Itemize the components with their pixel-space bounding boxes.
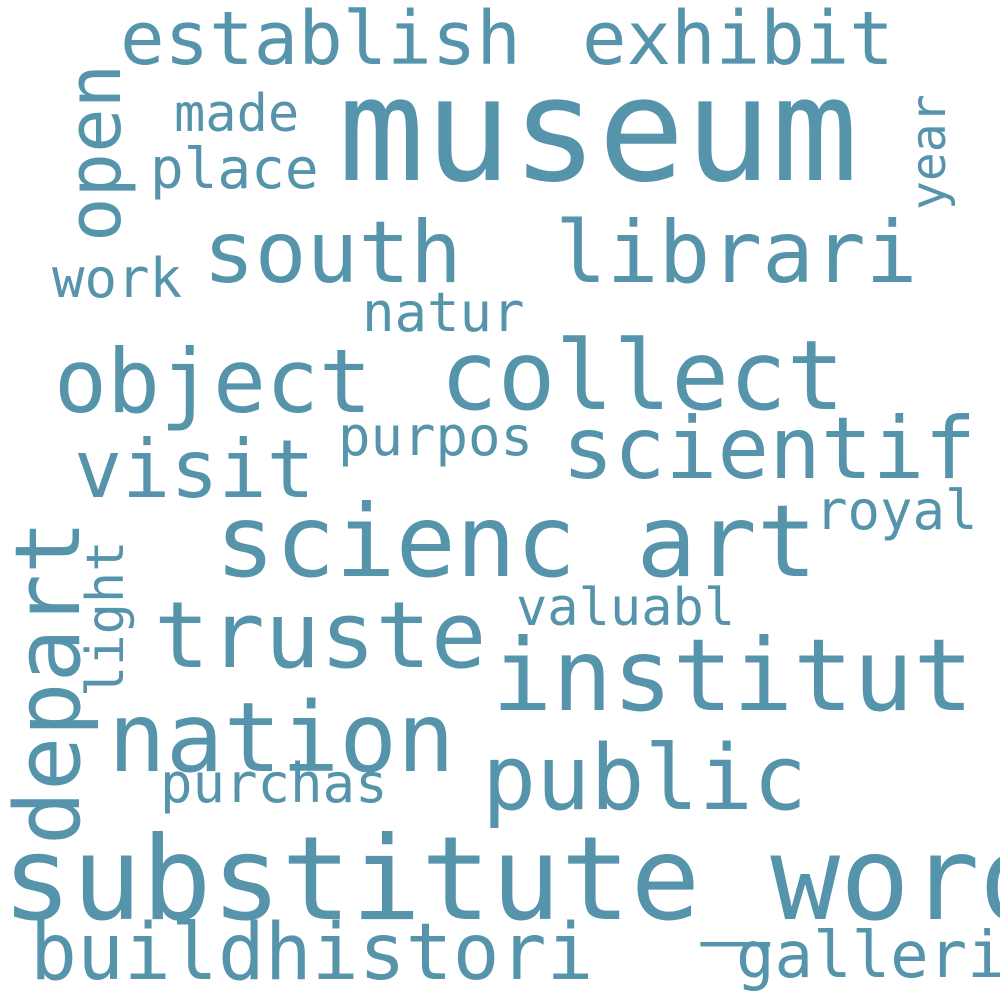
word-open: open [52, 63, 138, 242]
word-museum: museum [338, 46, 859, 214]
word-institut: institut [492, 617, 974, 734]
word-collect: collect [440, 320, 845, 432]
word-public: public [482, 726, 808, 831]
word-object: object [54, 330, 372, 433]
word-buildhistori: buildhistori [30, 908, 594, 998]
word-scientif: scientif [562, 399, 977, 499]
word-place: place [150, 137, 319, 202]
word-galleri: galleri [736, 919, 1000, 993]
word-sciencart: scienc art [215, 483, 818, 600]
word-visit: visit [74, 423, 315, 516]
word-nation: nation [108, 682, 455, 794]
word-substitute_word: substitute_word [2, 812, 1000, 947]
word-establish: establish [120, 0, 521, 82]
word-purchas: purchas [160, 752, 388, 815]
word-year: year [901, 94, 957, 210]
word-south: south [203, 203, 462, 303]
word-work: work [52, 247, 183, 310]
word-librari: librari [555, 203, 918, 303]
word-light: light [76, 540, 136, 697]
word-valuabl: valuabl [516, 578, 736, 638]
word-made: made [174, 84, 300, 144]
word-exhibit: exhibit [582, 0, 894, 82]
word-purpos: purpos [338, 405, 534, 468]
word-natur: natur [362, 281, 525, 344]
word-truste: truste [154, 582, 487, 689]
word-royal: royal [815, 479, 978, 542]
